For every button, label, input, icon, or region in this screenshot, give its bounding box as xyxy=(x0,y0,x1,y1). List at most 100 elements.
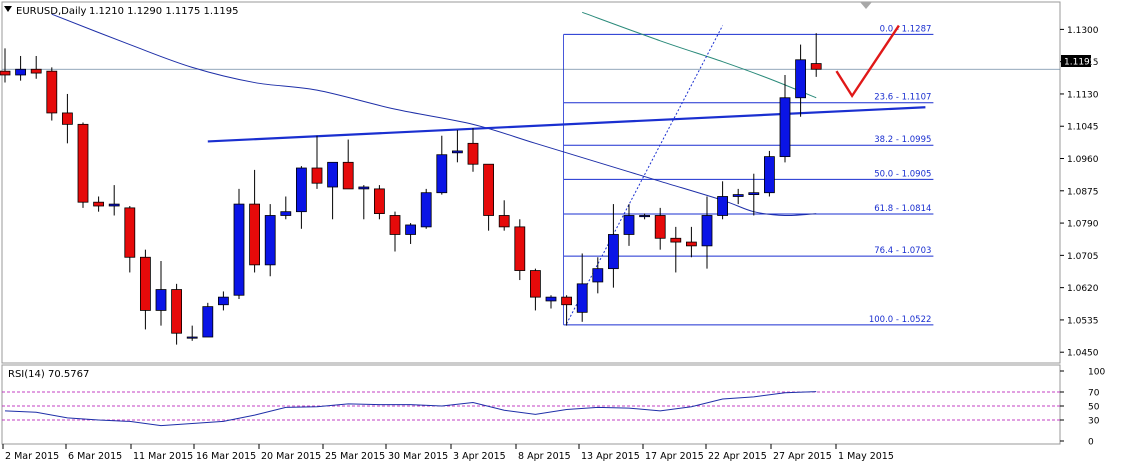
bearish-candle xyxy=(342,161,354,190)
resistance-trendline[interactable] xyxy=(207,106,926,143)
fib-level-label: 23.6 - 1.1107 xyxy=(874,93,931,103)
bullish-candle xyxy=(155,289,167,311)
bullish-candle xyxy=(779,97,791,158)
bullish-candle xyxy=(217,296,229,306)
rsi-title: RSI(14) 70.5767 xyxy=(8,369,89,380)
fib-level-label: 61.8 - 1.0814 xyxy=(874,204,931,214)
rsi-panel xyxy=(1,364,1061,445)
fibonacci-retracement: 0.0 - 1.1287 23.6 - 1.1107 38.2 - 1.0995 50… xyxy=(563,24,934,326)
bullish-candle xyxy=(451,150,463,154)
time-tick-label: 22 Apr 2015 xyxy=(708,451,767,462)
bearish-candle xyxy=(124,207,136,258)
bearish-candle xyxy=(530,270,541,298)
bullish-candle xyxy=(15,68,27,76)
bullish-candle xyxy=(108,203,120,207)
bullish-candle xyxy=(280,211,292,216)
fib-level-label: 100.0 - 1.0522 xyxy=(869,315,932,325)
rsi-tick-label: 30 xyxy=(1088,417,1100,427)
moving-averages xyxy=(51,11,817,217)
rsi-indicator xyxy=(4,391,817,427)
bearish-candle xyxy=(467,142,479,165)
rsi-tick-label: 0 xyxy=(1088,438,1094,448)
bullish-candle xyxy=(233,203,245,296)
bearish-candle xyxy=(670,237,682,243)
rsi-tick-label: 70 xyxy=(1088,389,1100,399)
bullish-candle xyxy=(295,167,307,213)
rsi-axis: 100 70 50 30 0 xyxy=(2,368,1105,448)
price-tick-label: 1.0875 xyxy=(1067,187,1099,197)
bearish-candle xyxy=(249,203,261,266)
time-tick-label: 3 Apr 2015 xyxy=(453,451,506,462)
bearish-candle xyxy=(311,167,323,184)
projection-path xyxy=(835,24,900,99)
bullish-candle xyxy=(623,215,635,235)
bearish-candle xyxy=(373,188,385,214)
bullish-candle xyxy=(732,194,744,197)
bearish-candle xyxy=(654,215,666,239)
moving-average-line xyxy=(51,13,817,217)
time-tick-label: 8 Apr 2015 xyxy=(518,451,571,462)
rsi-tick-label: 50 xyxy=(1088,403,1100,413)
bearish-candle xyxy=(514,226,526,271)
bullish-candle xyxy=(405,224,417,235)
time-tick-label: 1 May 2015 xyxy=(838,451,894,462)
bullish-candle xyxy=(202,306,214,338)
chart-ohlc-label: 1.1210 1.1290 1.1175 1.1195 xyxy=(89,6,239,17)
bearish-candle xyxy=(46,70,58,114)
bearish-candle xyxy=(93,201,104,207)
time-tick-label: 30 Mar 2015 xyxy=(388,451,448,462)
price-tick-label: 1.0620 xyxy=(1067,284,1099,294)
price-tick-label: 1.0535 xyxy=(1067,316,1099,326)
bullish-candle xyxy=(358,186,370,190)
time-tick-label: 17 Apr 2015 xyxy=(645,451,704,462)
time-tick-label: 16 Mar 2015 xyxy=(196,451,256,462)
time-tick-label: 13 Apr 2015 xyxy=(581,451,640,462)
bullish-candle xyxy=(717,196,728,216)
last-price-tag xyxy=(1061,55,1091,67)
price-tick-label: 1.0960 xyxy=(1067,155,1099,165)
bullish-candle xyxy=(576,283,588,313)
projection-zigzag[interactable] xyxy=(835,24,900,99)
price-tick-label: 1.0705 xyxy=(1067,252,1099,262)
time-axis: 2 Mar 2015 6 Mar 2015 11 Mar 2015 16 Mar 20… xyxy=(2,444,894,462)
bullish-candle xyxy=(701,215,713,247)
bullish-candle xyxy=(327,161,339,188)
bearish-candle xyxy=(498,215,510,228)
candles xyxy=(0,33,822,345)
time-tick-label: 11 Mar 2015 xyxy=(133,451,193,462)
bullish-candle xyxy=(795,59,806,99)
price-tick-label: 1.0450 xyxy=(1067,349,1099,359)
bearish-candle xyxy=(810,63,822,70)
price-tick-label: 1.1130 xyxy=(1067,90,1099,100)
bullish-candle xyxy=(436,154,448,194)
bearish-candle xyxy=(171,289,183,334)
time-tick-label: 27 Apr 2015 xyxy=(773,451,832,462)
collapse-triangle-icon[interactable] xyxy=(4,6,12,12)
rsi-tick-label: 100 xyxy=(1088,368,1105,378)
bearish-candle xyxy=(389,215,401,235)
time-tick-label: 20 Mar 2015 xyxy=(261,451,321,462)
bullish-candle xyxy=(545,296,557,302)
price-tick-label: 1.1045 xyxy=(1067,123,1099,133)
last-price-label: 1.1195 xyxy=(1064,58,1096,68)
chart-symbol-label: EURUSD,Daily xyxy=(16,6,87,17)
bullish-candle xyxy=(592,268,604,283)
bearish-candle xyxy=(483,163,495,216)
moving-average-line xyxy=(582,11,817,99)
bullish-candle xyxy=(764,156,775,194)
price-tick-label: 1.1300 xyxy=(1067,26,1099,36)
fib-level-label: 0.0 - 1.1287 xyxy=(880,24,932,34)
bullish-candle xyxy=(420,192,432,228)
bullish-candle xyxy=(186,336,198,339)
chart-shift-marker-icon[interactable] xyxy=(860,2,872,9)
bullish-candle xyxy=(748,192,760,195)
rsi-line xyxy=(4,391,817,427)
time-tick-label: 6 Mar 2015 xyxy=(68,451,122,462)
bearish-candle xyxy=(139,256,151,311)
bearish-candle xyxy=(30,68,42,74)
bearish-candle xyxy=(686,241,697,247)
price-axis: 1.13001.12151.11301.10451.09601.08751.07… xyxy=(2,26,1099,359)
time-tick-label: 2 Mar 2015 xyxy=(5,451,59,462)
bearish-candle xyxy=(77,123,89,203)
